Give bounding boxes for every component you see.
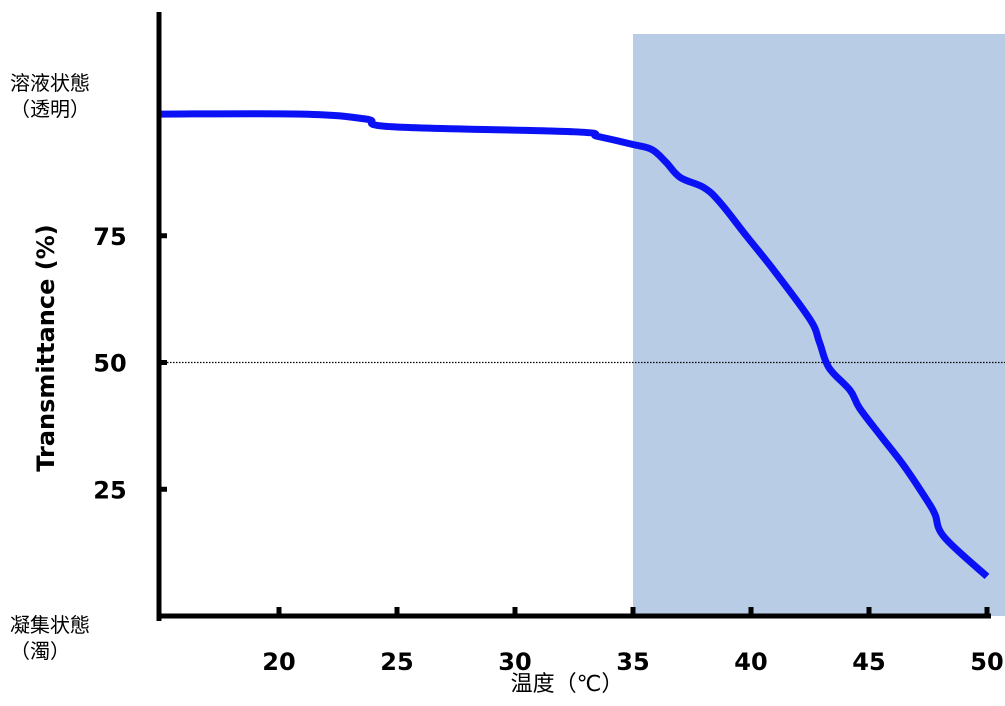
x-tick-label-35: 35 xyxy=(616,648,649,676)
shaded-region-layer xyxy=(633,34,1005,616)
bottom-state-label: 凝集状態 （濁） xyxy=(10,612,90,664)
x-tick-label-50: 50 xyxy=(970,648,1003,676)
bottom-state-line1: 凝集状態 xyxy=(10,613,90,637)
y-tick-label-50: 50 xyxy=(93,350,126,378)
x-tick-label-45: 45 xyxy=(852,648,885,676)
bottom-state-line2: （濁） xyxy=(10,639,70,663)
axis-layer xyxy=(156,12,991,621)
x-tick-label-40: 40 xyxy=(734,648,767,676)
tick-label-layer: 25 50 75 20 25 30 35 40 45 50 xyxy=(93,223,1003,676)
top-state-line2: （透明） xyxy=(10,97,90,121)
x-axis-title: 温度（℃） xyxy=(510,672,624,697)
y-tick-label-75: 75 xyxy=(93,223,126,251)
shaded-region xyxy=(633,34,1005,616)
transmittance-series-line xyxy=(160,110,990,580)
x-tick-label-25: 25 xyxy=(380,648,413,676)
x-tick-label-30: 30 xyxy=(498,648,531,676)
y-axis-title: Transmittance (%) xyxy=(32,224,60,472)
x-tick-label-20: 20 xyxy=(262,648,295,676)
top-state-line1: 溶液状態 xyxy=(10,71,90,95)
y-tick-label-25: 25 xyxy=(93,476,126,504)
top-state-label: 溶液状態 （透明） xyxy=(10,70,90,122)
series-layer xyxy=(160,110,990,580)
